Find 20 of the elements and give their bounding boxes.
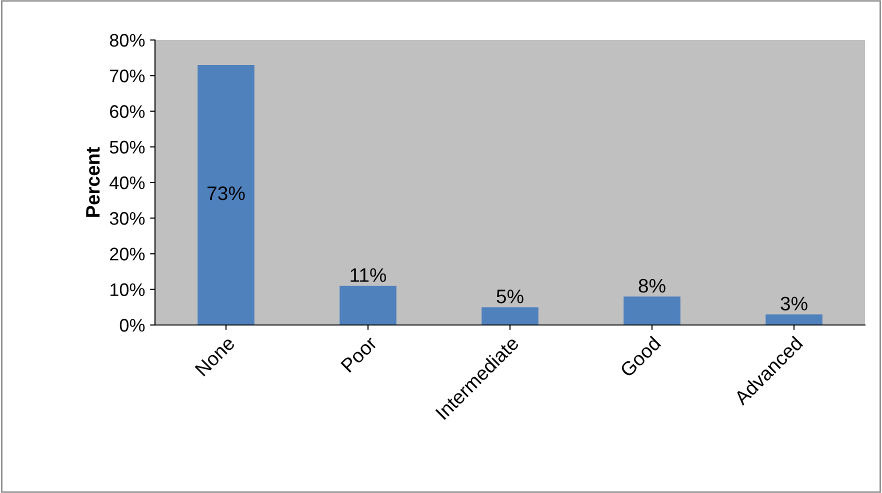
data-label: 3% [780,296,808,310]
data-label: 8% [638,278,666,293]
y-tick-label: 60% [110,105,145,118]
y-axis-title: Percent [86,147,100,217]
y-tick-label: 40% [110,176,145,190]
bar [624,296,680,325]
bar [340,286,396,325]
y-tick-label: 50% [110,140,145,154]
y-tick-label: 10% [110,283,145,296]
y-tick-label: 20% [110,248,145,260]
data-label: 11% [350,268,386,282]
y-tick-label: 70% [110,70,145,82]
y-tick-label: 80% [110,34,145,47]
data-label: 73% [208,186,245,200]
bar [482,307,538,325]
bar [198,64,254,325]
y-tick-label: 30% [110,212,145,225]
bar [766,314,822,325]
data-label: 5% [496,290,524,304]
y-tick-label: 0% [120,318,145,332]
